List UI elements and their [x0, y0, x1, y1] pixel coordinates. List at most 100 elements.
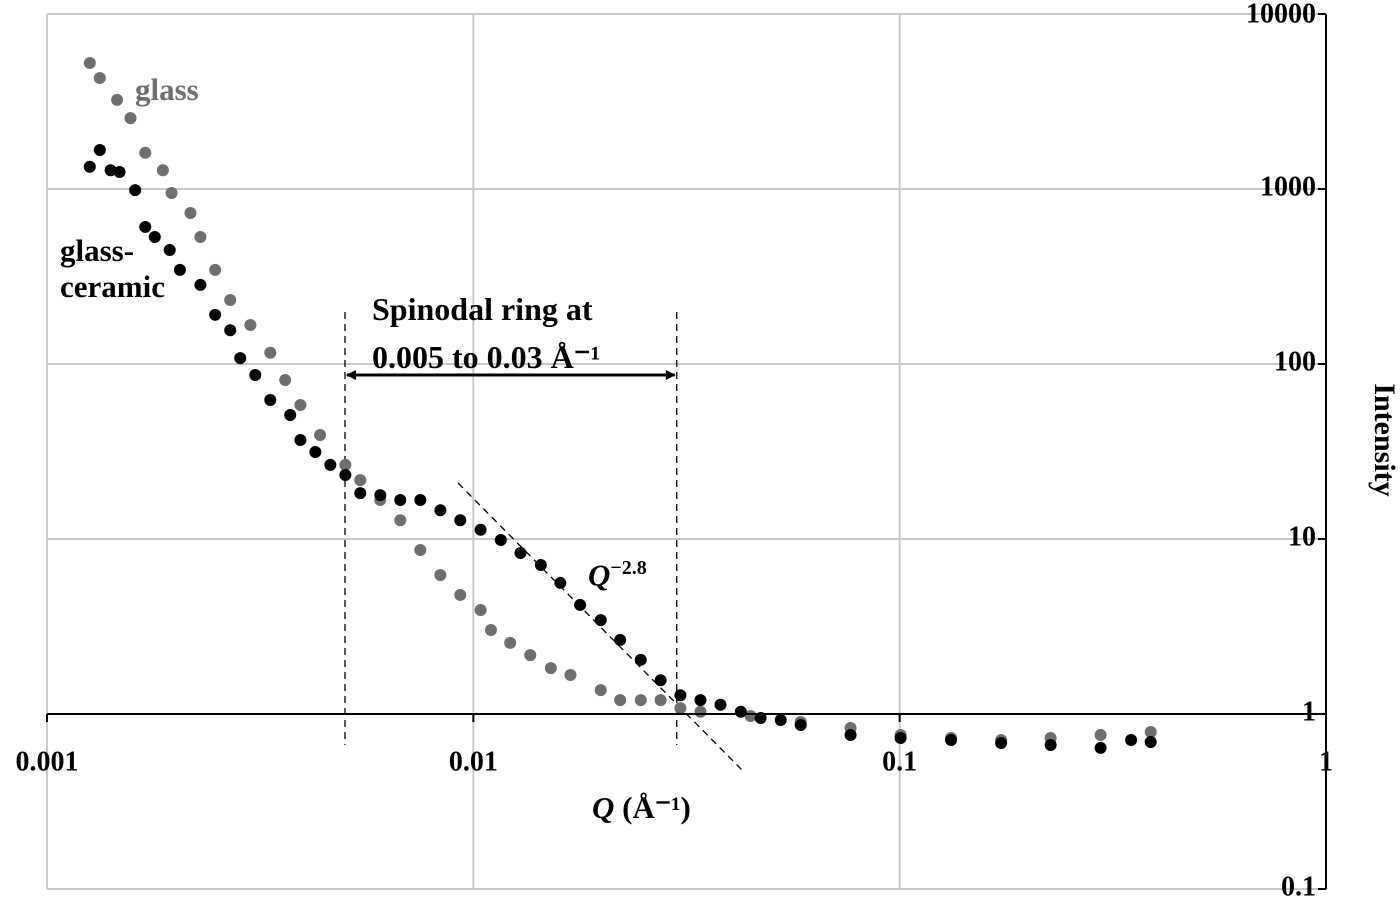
- data-point: [339, 458, 352, 471]
- data-point: [374, 489, 387, 502]
- data-point: [339, 469, 352, 482]
- data-point: [184, 207, 197, 220]
- y-tick-label: 0.1: [1281, 871, 1316, 902]
- x-axis-unit: (Å⁻¹): [622, 790, 691, 825]
- x-tick-label: 0.1: [882, 746, 917, 777]
- data-point: [111, 93, 124, 106]
- data-point: [104, 164, 117, 177]
- data-point: [414, 544, 427, 557]
- x-tick-label: 0.001: [16, 746, 79, 777]
- data-point: [634, 653, 647, 666]
- data-point: [945, 734, 958, 747]
- series-label: glass: [135, 72, 199, 107]
- data-point: [614, 633, 627, 646]
- data-point: [524, 649, 537, 662]
- data-point: [294, 433, 307, 446]
- data-point: [694, 705, 707, 718]
- y-tick-label: 1: [1302, 696, 1316, 727]
- data-point: [654, 674, 667, 687]
- data-point: [1125, 734, 1138, 747]
- data-point: [93, 71, 106, 84]
- grid: [46, 13, 1327, 890]
- data-point: [714, 698, 727, 711]
- y-tick-label: 1000: [1260, 171, 1316, 202]
- data-point: [309, 446, 322, 459]
- data-point: [165, 186, 178, 199]
- data-point: [264, 393, 277, 406]
- data-point: [1094, 728, 1107, 741]
- x-axis-symbol: Q: [592, 790, 615, 825]
- data-point: [634, 694, 647, 707]
- data-point: [148, 230, 161, 243]
- x-axis-label: Q (Å⁻¹): [592, 790, 691, 826]
- data-point: [1044, 739, 1057, 752]
- data-point: [734, 705, 747, 718]
- data-point: [1094, 741, 1107, 754]
- data-point: [279, 374, 292, 387]
- data-point: [129, 184, 142, 197]
- data-point: [514, 546, 527, 559]
- data-point: [93, 144, 106, 157]
- slope-guide: [457, 482, 743, 771]
- data-point: [194, 278, 207, 291]
- y-tick-label: 10: [1288, 521, 1316, 552]
- data-point: [594, 684, 607, 697]
- data-point: [324, 458, 337, 471]
- data-point: [124, 112, 137, 125]
- data-point: [244, 319, 257, 332]
- data-point: [1144, 735, 1157, 748]
- slope-label: Q−2.8: [588, 550, 647, 593]
- data-point: [139, 220, 152, 233]
- data-point: [83, 160, 96, 173]
- data-point: [544, 662, 557, 675]
- data-point: [454, 588, 467, 601]
- data-point: [414, 494, 427, 507]
- series-label: glass-ceramic: [60, 233, 165, 304]
- slope-exponent: −2.8: [610, 557, 647, 579]
- data-point: [224, 324, 237, 337]
- data-point: [564, 669, 577, 682]
- y-axis-label: Intensity: [1368, 383, 1400, 496]
- data-point: [284, 409, 297, 422]
- annotation-text: Spinodal ring at 0.005 to 0.03 Å⁻¹: [372, 285, 600, 381]
- data-point: [234, 352, 247, 365]
- data-point: [264, 346, 277, 359]
- slope-symbol: Q: [588, 557, 611, 593]
- data-point: [654, 694, 667, 707]
- data-point: [474, 603, 487, 616]
- data-point: [454, 514, 467, 527]
- data-point: [614, 694, 627, 707]
- data-point: [794, 719, 807, 732]
- points: [83, 56, 1157, 754]
- x-tick-label: 0.01: [449, 746, 498, 777]
- data-point: [249, 369, 262, 382]
- data-point: [1144, 726, 1157, 739]
- data-point: [484, 623, 497, 636]
- data-point: [574, 598, 587, 611]
- data-point: [294, 399, 307, 412]
- data-point: [113, 166, 126, 179]
- data-point: [844, 728, 857, 741]
- data-point: [83, 56, 96, 69]
- data-point: [995, 736, 1008, 749]
- data-point: [894, 732, 907, 745]
- data-point: [209, 308, 222, 321]
- data-point: [394, 514, 407, 527]
- data-point: [674, 702, 687, 715]
- data-point: [674, 689, 687, 702]
- data-point: [594, 614, 607, 627]
- data-point: [394, 494, 407, 507]
- y-tick-label: 10000: [1246, 0, 1316, 29]
- data-point: [314, 428, 327, 441]
- data-point: [774, 714, 787, 727]
- data-point: [494, 533, 507, 546]
- data-point: [434, 504, 447, 517]
- data-point: [694, 694, 707, 707]
- data-point: [224, 294, 237, 307]
- data-point: [554, 576, 567, 589]
- data-point: [173, 263, 186, 276]
- data-point: [163, 244, 176, 257]
- y-tick-label: 100: [1274, 346, 1316, 377]
